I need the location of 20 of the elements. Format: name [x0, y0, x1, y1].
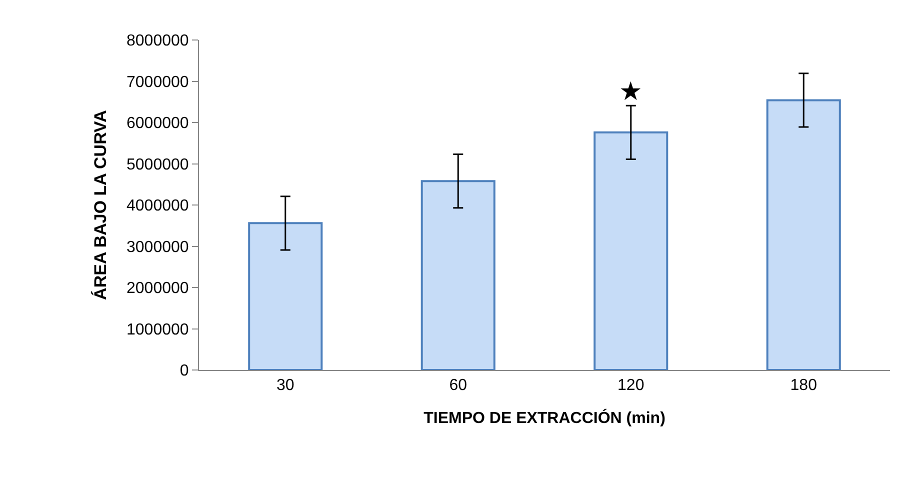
bar: [420, 180, 496, 370]
x-tick-label: 180: [790, 377, 818, 394]
bar: [766, 99, 841, 370]
y-axis-title: ÁREA BAJO LA CURVA: [90, 110, 110, 300]
x-axis-title: TIEMPO DE EXTRACCIÓN (min): [424, 408, 666, 427]
y-tick-label: 7000000: [126, 74, 189, 91]
y-tick-label: 6000000: [126, 115, 189, 132]
y-tick-label: 4000000: [126, 198, 189, 215]
y-tick-label: 1000000: [126, 321, 189, 338]
bar: [248, 222, 323, 370]
bar: [594, 131, 668, 370]
x-tick-label: 120: [618, 377, 644, 394]
y-tick-label: 5000000: [126, 156, 189, 174]
y-tick-label: 2000000: [126, 280, 189, 298]
annotation: ★: [619, 77, 642, 107]
y-tick-label: 0: [180, 362, 189, 380]
x-tick-label: 30: [276, 377, 294, 394]
y-tick-label: 8000000: [126, 32, 189, 50]
x-tick-label: 60: [449, 377, 468, 394]
y-tick-label: 3000000: [126, 238, 189, 256]
